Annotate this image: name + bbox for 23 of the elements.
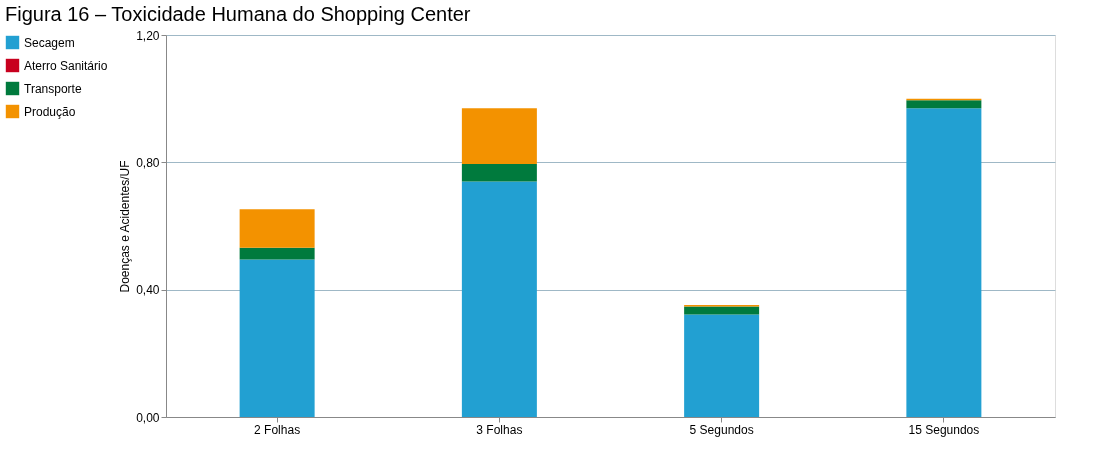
y-tick-label: 0,80 (136, 155, 160, 170)
bar (461, 181, 537, 417)
y-tick-label: 1,20 (136, 28, 160, 43)
legend-label: Produção (24, 104, 76, 119)
y-axis-title: Doenças e Acidentes/UF (118, 160, 133, 293)
chart-title: Figura 16 – Toxicidade Humana do Shopping Center (5, 3, 471, 25)
y-tick-label: 0,00 (136, 410, 160, 425)
y-tick-label: 0,40 (136, 283, 160, 298)
legend-label: Aterro Sanitário (24, 58, 108, 73)
bar (461, 163, 537, 182)
x-tick-label: 5 Segundos (689, 422, 754, 437)
bar (906, 108, 982, 417)
bar (461, 108, 537, 164)
x-tick-label: 3 Folhas (476, 422, 523, 437)
legend-label: Secagem (24, 35, 75, 50)
bar (906, 100, 982, 109)
bar (239, 259, 315, 417)
bar (239, 209, 315, 248)
bar (684, 314, 760, 417)
bar (239, 247, 315, 260)
x-tick-label: 2 Folhas (254, 422, 301, 437)
legend-label: Transporte (24, 81, 82, 96)
x-tick-label: 15 Segundos (908, 422, 980, 437)
